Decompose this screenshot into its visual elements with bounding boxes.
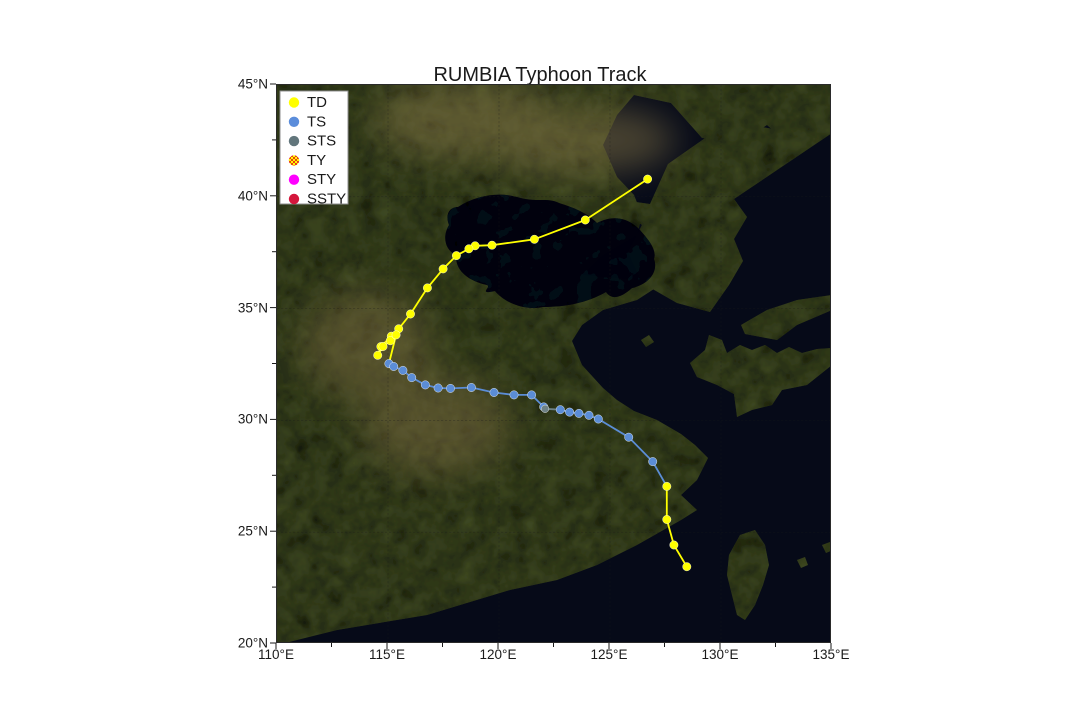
svg-text:TD: TD bbox=[307, 94, 327, 111]
svg-text:TY: TY bbox=[307, 152, 326, 169]
svg-text:STY: STY bbox=[307, 171, 336, 188]
svg-text:SSTY: SSTY bbox=[307, 191, 346, 208]
svg-text:TS: TS bbox=[307, 113, 326, 130]
svg-text:STS: STS bbox=[307, 133, 336, 150]
